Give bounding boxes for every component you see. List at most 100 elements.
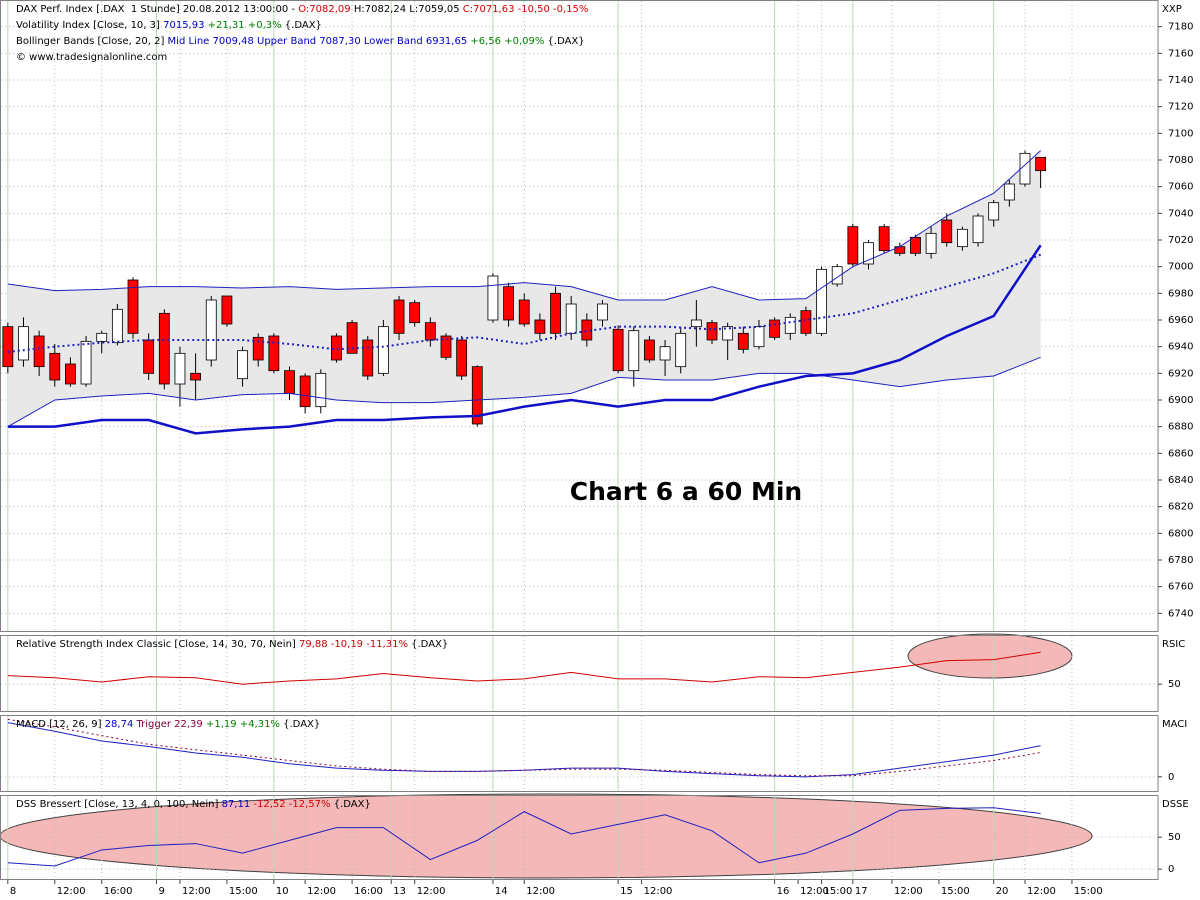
candle-body <box>268 335 280 372</box>
header-part: 87,11 <box>222 799 254 810</box>
x-tick-label: 12:00 <box>307 886 336 897</box>
header-part: +6,56 +0,09% <box>470 36 547 47</box>
y-tick-label: 7120 <box>1168 102 1193 113</box>
header-part: O:7082,09 <box>298 4 354 15</box>
candle-body <box>80 340 92 385</box>
candle-body <box>237 350 248 380</box>
x-tick-label: 15:00 <box>229 886 258 897</box>
series-line <box>7 807 1041 867</box>
header-part: 79,88 -10,19 -11,31% <box>299 639 411 650</box>
x-tick-label: 8 <box>10 886 16 897</box>
y-tick-label: 7020 <box>1168 235 1193 246</box>
candle-body <box>65 363 76 385</box>
x-tick-label: 16 <box>777 886 790 897</box>
y-tick-label: 7100 <box>1168 128 1193 139</box>
candle-body <box>581 319 593 341</box>
header-part: Volatility Index [Close, 10, 3] <box>16 20 163 31</box>
candle-body <box>659 346 671 361</box>
y-tick-label: 7140 <box>1168 75 1193 86</box>
x-tick-label: 16:00 <box>354 886 383 897</box>
candle-body <box>377 326 389 374</box>
candle-body <box>96 332 108 342</box>
header-part: {.DAX} <box>548 36 585 47</box>
candle-body <box>190 372 202 381</box>
y-tick-label: 7000 <box>1168 262 1193 273</box>
panel: 0 50 DSSE <box>0 795 1189 880</box>
candle-body <box>299 375 311 408</box>
y-tick-label: 6800 <box>1168 528 1193 539</box>
x-tick-label: 15:00 <box>941 886 970 897</box>
highlight-ellipse <box>907 633 1073 679</box>
candle-body <box>2 326 14 368</box>
candle-body <box>18 326 29 361</box>
candle-body <box>675 332 687 368</box>
candle-body <box>988 202 1000 221</box>
candle-body <box>174 352 186 385</box>
panel-header: Volatility Index [Close, 10, 3] 7015,93 … <box>16 20 322 31</box>
panel-frame <box>0 715 1159 792</box>
candle-body <box>1035 156 1047 172</box>
y-tick-label: 50 <box>1168 832 1181 843</box>
x-tick-label: 14 <box>495 886 508 897</box>
x-tick-label: 20 <box>996 886 1009 897</box>
candle-body <box>706 322 718 341</box>
y-tick-label: 6960 <box>1168 315 1193 326</box>
panel-header: MACD [12, 26, 9] 28,74 Trigger 22,39 +1,… <box>16 719 320 730</box>
panel-frame <box>0 635 1159 712</box>
y-tick-label: 6740 <box>1168 608 1193 619</box>
candle-body <box>690 319 702 328</box>
candle-body <box>284 370 295 394</box>
candle-body <box>534 319 546 334</box>
series-line <box>7 718 1041 777</box>
series-line <box>7 651 1041 685</box>
header-part: {.DAX} <box>285 20 322 31</box>
annotation: Chart 6 a 60 Min <box>570 477 802 506</box>
candle-body <box>33 335 45 368</box>
y-tick-label: 6920 <box>1168 368 1193 379</box>
header-part: {.DAX} <box>283 719 320 730</box>
overlays <box>0 633 1093 879</box>
header-part: H:7082,24 L:7059,05 <box>354 4 463 15</box>
panel: 50 RSIC <box>0 635 1185 712</box>
x-tick-label: 13 <box>393 886 406 897</box>
highlight-ellipse <box>0 793 1093 879</box>
y-tick-label: 50 <box>1168 679 1181 690</box>
y-tick-label: 6780 <box>1168 555 1193 566</box>
candle-body <box>158 312 170 385</box>
candle-body <box>784 316 796 334</box>
y-tick-label: 6820 <box>1168 502 1193 513</box>
series-line <box>7 356 1041 428</box>
candle-body <box>737 332 749 350</box>
header-part: {.DAX} <box>334 799 371 810</box>
panel-header: © www.tradesignalonline.com <box>16 52 167 63</box>
y-tick-label: 7180 <box>1168 22 1193 33</box>
candle-body <box>816 268 827 334</box>
candle-body <box>1003 183 1015 201</box>
axis-label: DSSE <box>1162 799 1189 810</box>
candle-body <box>424 322 436 341</box>
candle-body <box>628 330 640 372</box>
y-tick-label: 0 <box>1168 864 1174 875</box>
candle-body <box>644 339 655 361</box>
header-part: +21,31 +0,3% <box>208 20 285 31</box>
candle-body <box>518 299 530 325</box>
axis-label: MACI <box>1162 719 1187 730</box>
y-tick-label: 7080 <box>1168 155 1193 166</box>
header-part: DAX Perf. Index [.DAX 1 Stunde] 20.08.20… <box>16 4 298 15</box>
header-part: 7015,93 <box>163 20 208 31</box>
candle-body <box>800 310 812 334</box>
candle-body <box>612 328 624 372</box>
x-tick-label: 12:00 <box>182 886 211 897</box>
header-part: MACD [12, 26, 9] <box>16 719 105 730</box>
series-line <box>7 150 1041 301</box>
axis-label: RSIC <box>1162 639 1185 650</box>
candle-body <box>487 275 499 321</box>
header-part: C:7071,63 -10,50 -0,15% <box>463 4 589 15</box>
candle-body <box>878 226 890 252</box>
panel-header: Bollinger Bands [Close, 20, 2] Mid Line … <box>16 36 585 47</box>
candle-body <box>315 372 327 408</box>
panel: 6740 6760 6780 6800 6820 6840 6860 6880 6900 6920… <box>0 0 1193 632</box>
x-tick-label: 10 <box>276 886 289 897</box>
